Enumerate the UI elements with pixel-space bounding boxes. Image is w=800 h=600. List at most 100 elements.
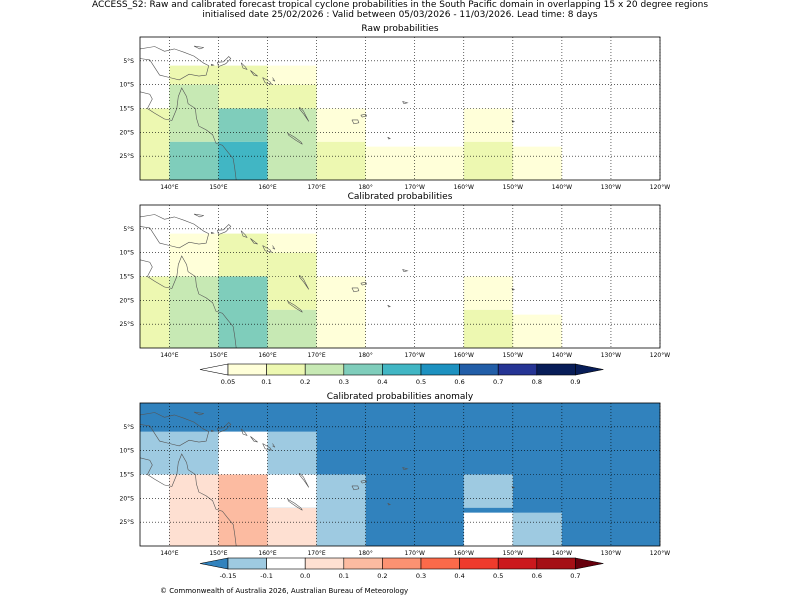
calibrated-coastline-0 xyxy=(139,214,210,249)
anomaly-coastline-10 xyxy=(360,479,368,484)
anomaly-map-panel: 140°E 150°E 160°E 170°E 180° 170°W 160°W 150°W 1… xyxy=(120,402,670,557)
calibrated-lon-tick-label: 160°E xyxy=(258,352,276,359)
raw-lon-tick-label: 140°E xyxy=(160,184,178,191)
anomaly-region-cell-6 xyxy=(218,474,268,546)
anomaly-colorbar-tick-label: 0.4 xyxy=(454,572,464,580)
anomaly-lon-tick-label: 170°W xyxy=(405,550,425,557)
probability-colorbar-tick-label: 0.5 xyxy=(416,378,426,386)
calibrated-coastline-12 xyxy=(193,213,204,218)
anomaly-coastline-6 xyxy=(272,443,276,448)
anomaly-coastline-0 xyxy=(139,412,210,447)
raw-coastline-8 xyxy=(287,133,303,145)
calibrated-lat-tick-label: 25°S xyxy=(120,321,135,328)
raw-region-cell-10 xyxy=(316,108,366,142)
calibrated-region-cell-8 xyxy=(316,276,366,348)
calibrated-lon-tick-label: 120°W xyxy=(650,352,670,359)
probability-colorbar-tick-label: 0.05 xyxy=(221,378,235,386)
calibrated-region-cell-6 xyxy=(218,276,268,348)
anomaly-lat-tick-label: 20°S xyxy=(120,495,135,502)
calibrated-coastline-6 xyxy=(272,245,276,250)
anomaly-colorbar-swatch xyxy=(459,557,499,570)
raw-map-panel: 140°E 150°E 160°E 170°E 180° 170°W 160°W 150°W 1… xyxy=(120,36,670,191)
calibrated-coastline-10 xyxy=(360,281,368,286)
raw-map-frame xyxy=(139,36,661,181)
anomaly-lat-tick-label: 15°S xyxy=(120,472,135,479)
anomaly-lon-tick-label: 160°E xyxy=(258,550,276,557)
raw-coastline-14 xyxy=(511,120,515,123)
calibrated-plot-title: Calibrated probabilities xyxy=(347,192,453,202)
calibrated-lat-tick-label: 10°S xyxy=(120,250,135,257)
raw-lat-tick-label: 15°S xyxy=(120,106,135,113)
calibrated-lon-tick-label: 140°W xyxy=(552,352,572,359)
anomaly-lon-tick-label: 150°W xyxy=(503,550,523,557)
anomaly-lon-tick-label: 180° xyxy=(358,550,372,557)
anomaly-lat-tick-label: 10°S xyxy=(120,448,135,455)
anomaly-coastline-4 xyxy=(250,436,258,443)
anomaly-lon-tick-label: 130°W xyxy=(601,550,621,557)
anomaly-lon-tick-label: 160°W xyxy=(454,550,474,557)
anomaly-coastline-13 xyxy=(210,429,215,432)
raw-coastline-6 xyxy=(272,77,276,82)
anomaly-colorbar-over-arrow xyxy=(575,557,604,570)
probability-colorbar-swatch xyxy=(304,363,345,376)
calibrated-coastline-11 xyxy=(402,269,409,273)
anomaly-colorbar-tick-label: 0.7 xyxy=(570,572,580,580)
calibrated-lon-tick-label: 140°E xyxy=(160,352,178,359)
probability-colorbar-tick-label: 0.2 xyxy=(300,378,310,386)
probability-colorbar-tick-label: 0.8 xyxy=(532,378,542,386)
calibrated-map-panel: 140°E 150°E 160°E 170°E 180° 170°W 160°W 150°W 1… xyxy=(120,204,670,359)
calibrated-coastline-5 xyxy=(262,245,273,253)
calibrated-coastline-13 xyxy=(210,231,215,234)
probability-colorbar-swatch xyxy=(382,363,422,376)
anomaly-lon-tick-label: 150°E xyxy=(209,550,227,557)
anomaly-coastline-11 xyxy=(402,467,409,471)
calibrated-region-cell-0 xyxy=(140,276,170,348)
raw-lon-tick-label: 170°E xyxy=(307,184,325,191)
calibrated-lon-tick-label: 150°W xyxy=(503,352,523,359)
anomaly-colorbar-tick-label: 0.2 xyxy=(377,572,387,580)
calibrated-lon-tick-label: 130°W xyxy=(601,352,621,359)
anomaly-colorbar-tick-label: -0.15 xyxy=(220,572,237,580)
raw-lon-tick-label: 160°E xyxy=(258,184,276,191)
calibrated-lon-tick-label: 160°W xyxy=(454,352,474,359)
anomaly-lon-tick-label: 170°E xyxy=(307,550,325,557)
anomaly-colorbar-swatch xyxy=(343,557,383,570)
calibrated-coastline-1 xyxy=(139,255,237,349)
anomaly-colorbar-tick-label: -0.1 xyxy=(260,572,273,580)
probability-colorbar-swatch xyxy=(459,363,499,376)
raw-region-cell-4 xyxy=(267,84,317,109)
raw-coastline-13 xyxy=(210,63,215,66)
raw-region-cell-6 xyxy=(169,141,219,180)
anomaly-lat-tick-label: 25°S xyxy=(120,519,135,526)
probability-colorbar-swatch xyxy=(497,363,538,376)
raw-lat-tick-label: 10°S xyxy=(120,82,135,89)
anomaly-colorbar-swatch xyxy=(227,557,267,570)
anomaly-lon-tick-label: 120°W xyxy=(650,550,670,557)
raw-lon-tick-label: 150°E xyxy=(209,184,227,191)
probability-colorbar-swatch xyxy=(227,363,267,376)
raw-lon-tick-label: 150°W xyxy=(503,184,523,191)
anomaly-coastline-14 xyxy=(511,486,515,489)
raw-coastline-1 xyxy=(139,87,237,181)
raw-region-cell-0 xyxy=(140,108,170,180)
anomaly-lat-tick-label: 5°S xyxy=(123,424,134,431)
anomaly-coastline-15 xyxy=(387,502,391,506)
probability-colorbar-swatch xyxy=(536,363,576,376)
raw-coastline-10 xyxy=(360,113,368,118)
calibrated-coastline-7 xyxy=(299,274,310,290)
raw-coastline-7 xyxy=(299,106,310,122)
raw-region-cell-14 xyxy=(463,141,513,180)
calibrated-region-cell-2 xyxy=(218,233,268,277)
anomaly-colorbar-tick-label: 0.6 xyxy=(532,572,542,580)
calibrated-lon-tick-label: 150°E xyxy=(209,352,227,359)
probability-colorbar-tick-label: 0.3 xyxy=(339,378,349,386)
calibrated-lat-tick-label: 15°S xyxy=(120,274,135,281)
anomaly-region-cell-1 xyxy=(140,431,219,475)
raw-coastline-5 xyxy=(262,77,273,85)
probability-colorbar-swatch xyxy=(266,363,306,376)
raw-lat-tick-label: 20°S xyxy=(120,129,135,136)
raw-coastline-12 xyxy=(193,45,204,50)
anomaly-coastline-3 xyxy=(240,428,248,436)
